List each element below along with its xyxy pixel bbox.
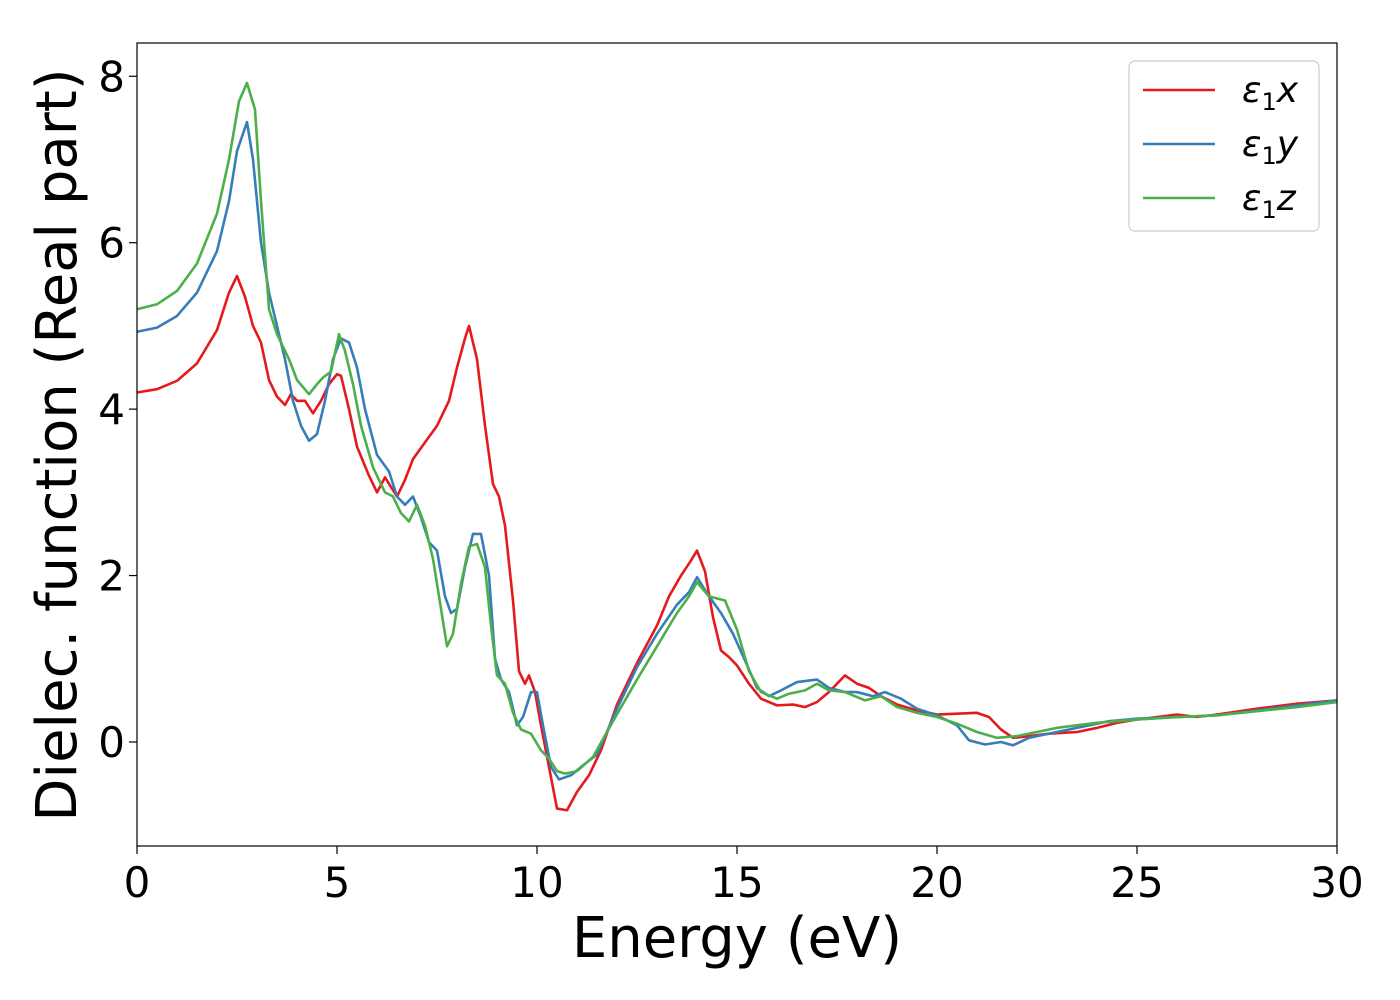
series-line-z bbox=[136, 81, 1338, 775]
x-tick-label: 10 bbox=[510, 858, 563, 907]
legend-label-z: ε1z bbox=[1242, 178, 1297, 224]
series-line-y bbox=[136, 120, 1338, 781]
x-tick-label: 30 bbox=[1310, 858, 1363, 907]
x-tick-label: 25 bbox=[1110, 858, 1163, 907]
x-tick-label: 5 bbox=[324, 858, 351, 907]
x-tick-label: 20 bbox=[910, 858, 963, 907]
x-tick-label: 15 bbox=[710, 858, 763, 907]
legend: ε1x ε1y ε1z bbox=[1128, 60, 1320, 232]
x-tick-label: 0 bbox=[124, 858, 151, 907]
y-axis-label: Dielec. function (Real part) bbox=[25, 68, 90, 821]
y-axis-ticks: 0 2 4 6 8 bbox=[98, 52, 137, 767]
y-tick-label: 6 bbox=[98, 219, 125, 268]
y-tick-label: 2 bbox=[98, 552, 125, 601]
x-axis-ticks: 0 5 10 15 20 25 30 bbox=[124, 846, 1364, 907]
x-axis-label: Energy (eV) bbox=[572, 906, 902, 971]
series-line-x bbox=[136, 274, 1338, 812]
legend-box bbox=[1128, 60, 1320, 232]
y-tick-label: 4 bbox=[98, 385, 125, 434]
series-layer bbox=[136, 81, 1338, 812]
legend-label-x: ε1x bbox=[1242, 70, 1299, 116]
y-tick-label: 8 bbox=[98, 52, 125, 101]
y-tick-label: 0 bbox=[98, 718, 125, 767]
legend-label-y: ε1y bbox=[1242, 124, 1299, 170]
